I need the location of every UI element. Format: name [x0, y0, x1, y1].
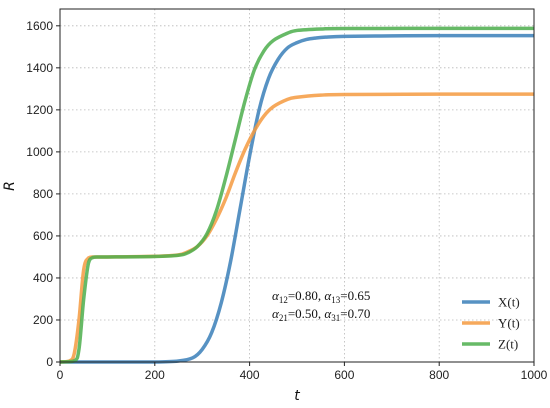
annotation-line-1: α12=0.80, α13=0.65 [272, 288, 370, 305]
alpha-symbol: α [272, 288, 280, 303]
parameter-annotation: α12=0.80, α13=0.65 α21=0.50, α31=0.70 [272, 288, 370, 323]
alpha-subscript: 21 [279, 313, 288, 323]
legend-label: Y(t) [498, 316, 520, 331]
axis-ticks: 0 200 400 600 800 1000 0 200 400 600 800 1000 1200 14… [26, 19, 547, 382]
y-tick-label: 1600 [26, 19, 53, 33]
y-tick-label: 1400 [26, 61, 53, 75]
series-line-2 [59, 92, 534, 364]
x-tick-label: 600 [334, 368, 354, 382]
series-lines [59, 26, 534, 364]
legend-label: X(t) [498, 295, 520, 310]
y-axis-label: R [2, 181, 18, 191]
alpha-symbol: α [324, 306, 332, 321]
x-axis-label: t [294, 388, 300, 404]
y-tick-label: 400 [33, 271, 53, 285]
plot-frame [59, 8, 535, 363]
alpha-symbol: α [272, 306, 280, 321]
series-line-1 [59, 33, 534, 364]
y-tick-label: 1000 [26, 145, 53, 159]
x-tick-label: 200 [145, 368, 165, 382]
x-tick-label: 400 [240, 368, 260, 382]
legend: X(t) Y(t) Z(t) [462, 295, 520, 352]
alpha-value: =0.80, [288, 288, 325, 303]
alpha-subscript: 12 [279, 295, 288, 305]
alpha-subscript: 31 [331, 313, 340, 323]
x-tick-label: 800 [429, 368, 449, 382]
alpha-symbol: α [324, 288, 332, 303]
series-line-3 [59, 26, 534, 364]
y-tick-label: 600 [33, 229, 53, 243]
x-tick-label: 0 [57, 368, 64, 382]
y-tick-label: 200 [33, 313, 53, 327]
y-tick-label: 1200 [26, 103, 53, 117]
x-tick-label: 1000 [521, 368, 548, 382]
y-tick-label: 0 [46, 355, 53, 369]
legend-label: Z(t) [498, 337, 518, 352]
alpha-value: =0.50, [288, 306, 325, 321]
alpha-value: =0.70 [340, 306, 370, 321]
y-tick-label: 800 [33, 187, 53, 201]
annotation-line-2: α21=0.50, α31=0.70 [272, 306, 370, 323]
alpha-value: =0.65 [340, 288, 370, 303]
alpha-subscript: 13 [331, 295, 341, 305]
